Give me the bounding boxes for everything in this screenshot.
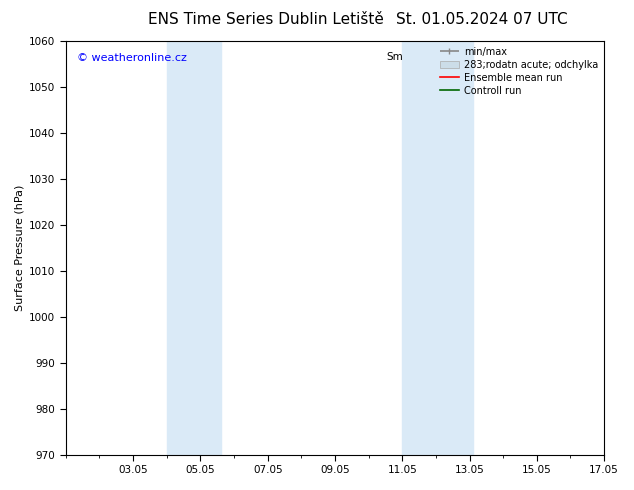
Bar (402, 41, 473, 455)
Legend: min/max, 283;rodatn acute; odchylka, Ensemble mean run, Controll run: min/max, 283;rodatn acute; odchylka, Ens… (436, 43, 602, 99)
Text: Sm: Sm (386, 52, 403, 62)
Text: © weatheronline.cz: © weatheronline.cz (77, 53, 186, 64)
Y-axis label: Surface Pressure (hPa): Surface Pressure (hPa) (15, 185, 25, 311)
Text: ENS Time Series Dublin Letiště: ENS Time Series Dublin Letiště (148, 12, 384, 27)
Bar (167, 41, 221, 455)
Text: St. 01.05.2024 07 UTC: St. 01.05.2024 07 UTC (396, 12, 567, 27)
